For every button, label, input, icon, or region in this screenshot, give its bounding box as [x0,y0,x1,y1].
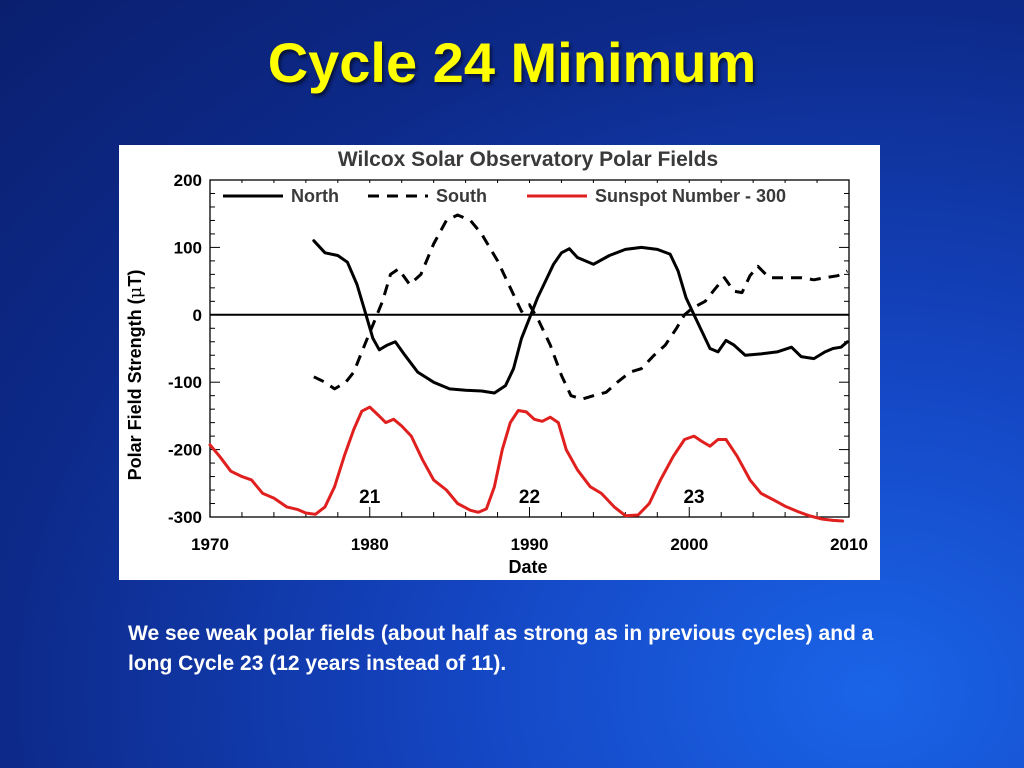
legend-label: South [436,186,487,206]
series-line-north [312,239,849,395]
x-tick-label: 2010 [830,535,868,554]
x-tick-label: 1970 [191,535,229,554]
plot-frame [209,179,850,518]
y-tick-label: -200 [168,441,202,460]
legend-label: North [291,186,339,206]
legend-label: Sunspot Number - 300 [595,186,786,206]
cycle-annotation: 22 [519,487,540,508]
y-tick-label: 200 [174,171,202,190]
polar-fields-chart: Wilcox Solar Observatory Polar Fields Da… [125,148,868,577]
x-tick-label: 2000 [670,535,708,554]
x-axis-label: Date [508,557,547,577]
y-tick-label: -300 [168,508,202,527]
cycle-annotation: 23 [683,487,704,508]
y-axis-label: Polar Field Strength (μT) [125,270,146,481]
y-axis-label-symbol: μ [125,286,146,298]
y-tick-label: 0 [193,306,202,325]
slide-title: Cycle 24 Minimum [267,31,757,94]
x-tick-label: 1980 [351,535,389,554]
y-tick-label: 100 [174,238,202,257]
series-line-south [313,213,849,401]
series-line-sunspot-number-300 [208,405,845,523]
chart-title: Wilcox Solar Observatory Polar Fields [338,148,718,171]
y-axis-label-main: Polar Field Strength ( [125,298,145,480]
chart-panel: Wilcox Solar Observatory Polar Fields Da… [119,145,880,580]
y-tick-label: -100 [168,373,202,392]
slide-caption: We see weak polar fields (about half as … [128,622,874,675]
cycle-annotation: 21 [359,487,381,508]
y-axis-label-end: T) [125,270,145,287]
x-tick-label: 1990 [511,535,549,554]
